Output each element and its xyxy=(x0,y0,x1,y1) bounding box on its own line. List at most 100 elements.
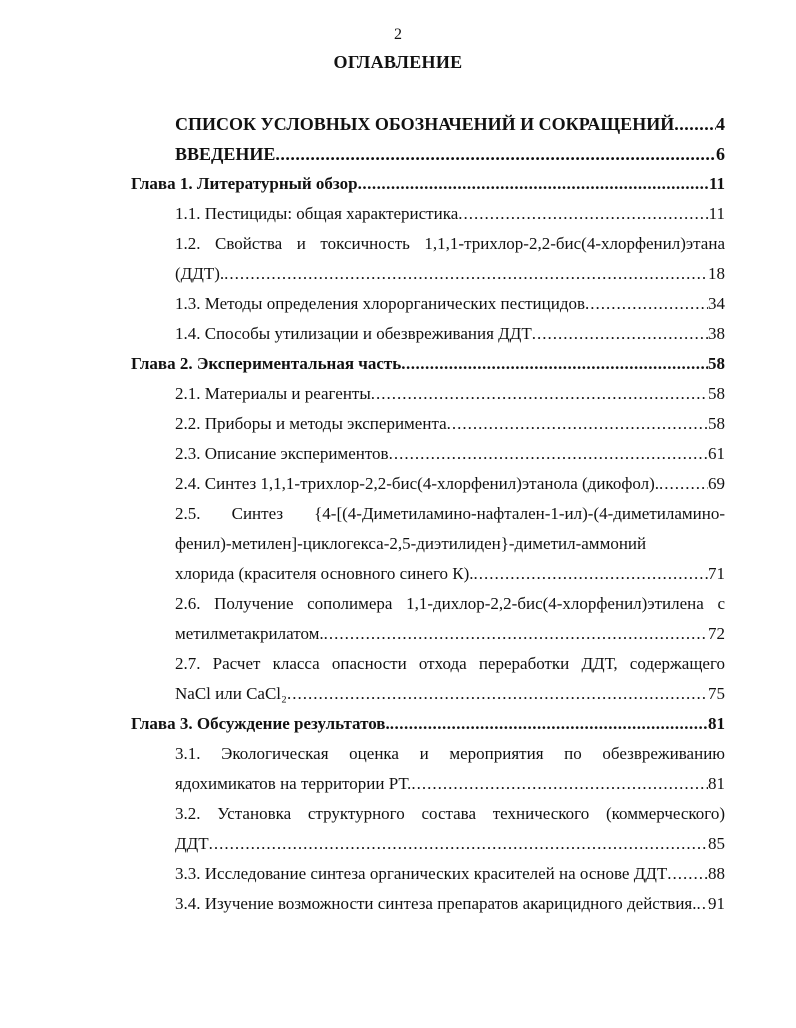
toc-entry-title: ВВЕДЕНИЕ xyxy=(175,144,276,164)
toc-entry-title: хлорида (красителя основного синего К). xyxy=(175,564,474,583)
dot-leader xyxy=(358,169,709,199)
toc-entry-page: 34 xyxy=(708,294,725,313)
toc-entry-line: 2.7. Расчет класса опасности отхода пере… xyxy=(175,654,725,673)
toc-entry-leader-line: Глава 3. Обсуждение результатов. 81 xyxy=(131,709,725,739)
dot-leader xyxy=(275,139,716,169)
dot-leader xyxy=(696,889,708,919)
toc-entry-leader-line: 1.3. Методы определения хлорорганических… xyxy=(175,289,725,319)
toc-entry-title: NaCl или CaCl₂ xyxy=(175,684,287,703)
dot-leader xyxy=(389,439,708,469)
toc-entry-title: (ДДТ). xyxy=(175,264,225,283)
toc-entry-page: 58 xyxy=(708,414,725,433)
toc-entry-page: 58 xyxy=(708,354,725,373)
dot-leader xyxy=(474,559,709,589)
toc-entry-title: 1.3. Методы определения хлорорганических… xyxy=(175,294,586,313)
toc-entry-title: 3.4. Изучение возможности синтеза препар… xyxy=(175,894,697,913)
toc-entry-leader-line: метилметакрилатом. 72 xyxy=(175,619,725,649)
dot-leader xyxy=(667,859,708,889)
toc-entry-line: 3.2. Установка структурного состава техн… xyxy=(175,804,725,823)
dot-leader xyxy=(371,379,708,409)
toc-entry-leader-line: ядохимикатов на территории РТ. 81 xyxy=(175,769,725,799)
toc-entry: 1.2. Свойства и токсичность 1,1,1-трихло… xyxy=(131,229,725,289)
toc-entry-title: 1.1. Пестициды: общая характеристика xyxy=(175,204,459,223)
dot-leader xyxy=(447,409,708,439)
dot-leader xyxy=(224,259,708,289)
toc-entry-line: 3.1. Экологическая оценка и мероприятия … xyxy=(175,744,725,763)
toc-entry-line: фенил)-метилен]-циклогекса-2,5-диэтилиде… xyxy=(175,534,647,553)
toc-entry-page: 75 xyxy=(708,684,725,703)
toc-entry-leader-line: Глава 2. Экспериментальная часть 58 xyxy=(131,349,725,379)
toc-entry-page: 91 xyxy=(708,894,725,913)
toc-entry-leader-line: NaCl или CaCl₂ 75 xyxy=(175,679,725,709)
toc-entry-page: 81 xyxy=(708,714,725,733)
dot-leader xyxy=(458,199,708,229)
toc-entry: 2.1. Материалы и реагенты 58 xyxy=(131,379,725,409)
toc-entry: 2.4. Синтез 1,1,1-трихлор-2,2-бис(4-хлор… xyxy=(131,469,725,499)
toc-entry-title: 2.2. Приборы и методы эксперимента xyxy=(175,414,447,433)
toc-entry-page: 4 xyxy=(716,114,725,134)
toc-entry-page: 88 xyxy=(708,864,725,883)
toc-entry-page: 85 xyxy=(708,834,725,853)
toc-entry: Глава 2. Экспериментальная часть 58 xyxy=(131,349,725,379)
page-number: 2 xyxy=(394,26,402,43)
toc-entry-page: 71 xyxy=(708,564,725,583)
toc-entry-page: 58 xyxy=(708,384,725,403)
toc-entry: 3.4. Изучение возможности синтеза препар… xyxy=(131,889,725,919)
toc-entry-page: 11 xyxy=(708,174,725,193)
toc-entry-page: 18 xyxy=(708,264,725,283)
toc-entry-leader-line: 1.4. Способы утилизации и обезвреживания… xyxy=(175,319,725,349)
toc-entry: 1.3. Методы определения хлорорганических… xyxy=(131,289,725,319)
toc-entry-line: 2.6. Получение сополимера 1,1-дихлор-2,2… xyxy=(175,594,725,613)
toc-entry-leader-line: 2.2. Приборы и методы эксперимента 58 xyxy=(175,409,725,439)
toc-entry-leader-line: 1.1. Пестициды: общая характеристика 11 xyxy=(175,199,725,229)
toc-entry-page: 61 xyxy=(708,444,725,463)
toc-entry-leader-line: ВВЕДЕНИЕ 6 xyxy=(175,139,725,169)
toc-entry: ВВЕДЕНИЕ 6 xyxy=(131,139,725,169)
toc-entry-title: 2.3. Описание экспериментов xyxy=(175,444,389,463)
toc-entry-leader-line: 2.4. Синтез 1,1,1-трихлор-2,2-бис(4-хлор… xyxy=(175,469,725,499)
toc-entry-title: Глава 1. Литературный обзор xyxy=(131,174,358,193)
toc-entry-page: 69 xyxy=(708,474,725,493)
toc-entry-page: 6 xyxy=(716,144,725,164)
toc-entry: 2.2. Приборы и методы эксперимента 58 xyxy=(131,409,725,439)
dot-leader xyxy=(585,289,708,319)
toc-entry-page: 11 xyxy=(708,204,725,223)
toc-entry-leader-line: хлорида (красителя основного синего К). 7… xyxy=(175,559,725,589)
toc-entry-title: Глава 2. Экспериментальная часть xyxy=(131,354,402,373)
toc-entry-title: 2.1. Материалы и реагенты xyxy=(175,384,371,403)
dot-leader xyxy=(287,679,708,709)
toc-entry: 2.5. Синтез {4-[(4-Диметиламино-нафтален… xyxy=(131,499,725,589)
toc-entry-title: 3.3. Исследование синтеза органических к… xyxy=(175,864,668,883)
toc-entry-title: метилметакрилатом. xyxy=(175,624,324,643)
toc-entry: Глава 1. Литературный обзор 11 xyxy=(131,169,725,199)
table-of-contents: СПИСОК УСЛОВНЫХ ОБОЗНАЧЕНИЙ И СОКРАЩЕНИЙ… xyxy=(131,109,725,919)
toc-entry: Глава 3. Обсуждение результатов. 81 xyxy=(131,709,725,739)
toc-entry: СПИСОК УСЛОВНЫХ ОБОЗНАЧЕНИЙ И СОКРАЩЕНИЙ… xyxy=(131,109,725,139)
toc-entry: 3.2. Установка структурного состава техн… xyxy=(131,799,725,859)
toc-entry-leader-line: Глава 1. Литературный обзор 11 xyxy=(131,169,725,199)
toc-entry-page: 38 xyxy=(708,324,725,343)
toc-entry: 2.7. Расчет класса опасности отхода пере… xyxy=(131,649,725,709)
dot-leader xyxy=(674,109,716,139)
toc-entry-line: 2.5. Синтез {4-[(4-Диметиламино-нафтален… xyxy=(175,504,725,523)
toc-entry-title: 1.4. Способы утилизации и обезвреживания… xyxy=(175,324,532,343)
page-title: ОГЛАВЛЕНИЕ xyxy=(333,52,463,72)
toc-entry-title: ядохимикатов на территории РТ. xyxy=(175,774,412,793)
dot-leader xyxy=(532,319,708,349)
toc-entry: 3.3. Исследование синтеза органических к… xyxy=(131,859,725,889)
toc-entry-title: 2.4. Синтез 1,1,1-трихлор-2,2-бис(4-хлор… xyxy=(175,474,660,493)
toc-entry-title: Глава 3. Обсуждение результатов. xyxy=(131,714,390,733)
toc-entry-leader-line: 3.4. Изучение возможности синтеза препар… xyxy=(175,889,725,919)
toc-entry-page: 81 xyxy=(708,774,725,793)
toc-entry-page: 72 xyxy=(708,624,725,643)
toc-entry: 2.3. Описание экспериментов 61 xyxy=(131,439,725,469)
dot-leader xyxy=(401,349,708,379)
toc-entry-line: 1.2. Свойства и токсичность 1,1,1-трихло… xyxy=(175,234,725,253)
toc-entry-leader-line: СПИСОК УСЛОВНЫХ ОБОЗНАЧЕНИЙ И СОКРАЩЕНИЙ… xyxy=(175,109,725,139)
dot-leader xyxy=(209,829,708,859)
dot-leader xyxy=(390,709,708,739)
toc-entry-leader-line: 2.3. Описание экспериментов 61 xyxy=(175,439,725,469)
dot-leader xyxy=(411,769,708,799)
toc-entry: 1.4. Способы утилизации и обезвреживания… xyxy=(131,319,725,349)
toc-entry-leader-line: 3.3. Исследование синтеза органических к… xyxy=(175,859,725,889)
